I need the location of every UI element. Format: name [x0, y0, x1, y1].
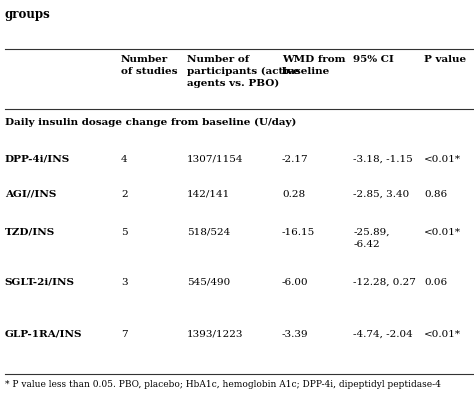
Text: Number of
participants (active
agents vs. PBO): Number of participants (active agents vs…: [187, 55, 300, 88]
Text: 95% CI: 95% CI: [353, 55, 394, 64]
Text: <0.01*: <0.01*: [424, 155, 461, 164]
Text: 0.86: 0.86: [424, 190, 447, 198]
Text: SGLT-2i/INS: SGLT-2i/INS: [5, 277, 75, 286]
Text: Daily insulin dosage change from baseline (U/day): Daily insulin dosage change from baselin…: [5, 118, 296, 127]
Text: -6.00: -6.00: [282, 277, 309, 286]
Text: 518/524: 518/524: [187, 228, 230, 237]
Text: -2.17: -2.17: [282, 155, 309, 164]
Text: 142/141: 142/141: [187, 190, 230, 198]
Text: groups: groups: [5, 8, 51, 21]
Text: -3.39: -3.39: [282, 329, 309, 338]
Text: 1307/1154: 1307/1154: [187, 155, 244, 164]
Text: -12.28, 0.27: -12.28, 0.27: [353, 277, 416, 286]
Text: Number
of studies: Number of studies: [121, 55, 177, 76]
Text: -4.74, -2.04: -4.74, -2.04: [353, 329, 413, 338]
Text: TZD/INS: TZD/INS: [5, 228, 55, 237]
Text: P value: P value: [424, 55, 466, 64]
Text: 7: 7: [121, 329, 128, 338]
Text: * P value less than 0.05. PBO, placebo; HbA1c, hemoglobin A1c; DPP-4i, dipeptidy: * P value less than 0.05. PBO, placebo; …: [5, 379, 441, 388]
Text: 0.28: 0.28: [282, 190, 305, 198]
Text: 3: 3: [121, 277, 128, 286]
Text: 545/490: 545/490: [187, 277, 230, 286]
Text: DPP-4i/INS: DPP-4i/INS: [5, 155, 70, 164]
Text: WMD from
baseline: WMD from baseline: [282, 55, 346, 76]
Text: GLP-1RA/INS: GLP-1RA/INS: [5, 329, 82, 338]
Text: -3.18, -1.15: -3.18, -1.15: [353, 155, 413, 164]
Text: 2: 2: [121, 190, 128, 198]
Text: <0.01*: <0.01*: [424, 329, 461, 338]
Text: <0.01*: <0.01*: [424, 228, 461, 237]
Text: 4: 4: [121, 155, 128, 164]
Text: -25.89,
-6.42: -25.89, -6.42: [353, 228, 390, 248]
Text: 1393/1223: 1393/1223: [187, 329, 244, 338]
Text: AGI//INS: AGI//INS: [5, 190, 56, 198]
Text: 5: 5: [121, 228, 128, 237]
Text: 0.06: 0.06: [424, 277, 447, 286]
Text: -16.15: -16.15: [282, 228, 315, 237]
Text: -2.85, 3.40: -2.85, 3.40: [353, 190, 410, 198]
